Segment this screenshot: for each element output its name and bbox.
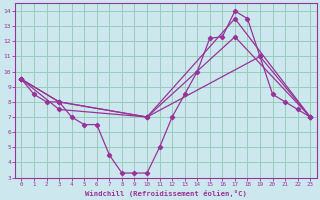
X-axis label: Windchill (Refroidissement éolien,°C): Windchill (Refroidissement éolien,°C) xyxy=(85,190,247,197)
